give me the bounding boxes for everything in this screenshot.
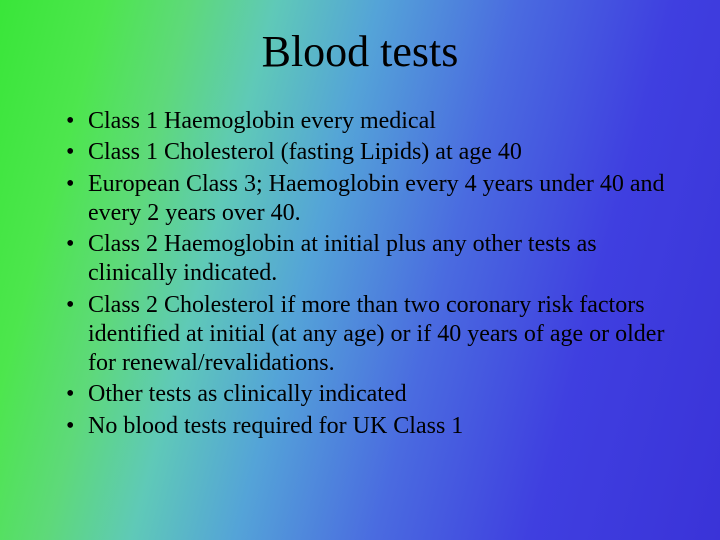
list-item: Class 2 Cholesterol if more than two cor… [66, 291, 672, 379]
bullet-list: Class 1 Haemoglobin every medical Class … [48, 107, 672, 441]
list-item: Class 1 Haemoglobin every medical [66, 107, 672, 136]
list-item: Class 2 Haemoglobin at initial plus any … [66, 230, 672, 289]
list-item: No blood tests required for UK Class 1 [66, 412, 672, 441]
slide: Blood tests Class 1 Haemoglobin every me… [0, 0, 720, 540]
list-item: Other tests as clinically indicated [66, 380, 672, 409]
list-item: European Class 3; Haemoglobin every 4 ye… [66, 170, 672, 229]
list-item: Class 1 Cholesterol (fasting Lipids) at … [66, 138, 672, 167]
slide-title: Blood tests [48, 26, 672, 77]
